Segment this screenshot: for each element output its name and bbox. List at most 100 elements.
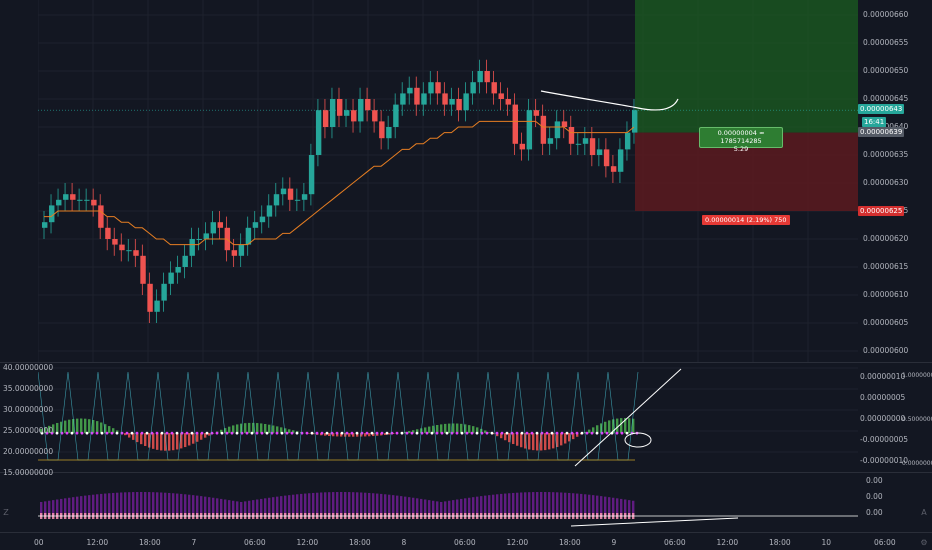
osc-dot <box>155 431 159 435</box>
candle-body <box>133 250 139 256</box>
candle-body <box>98 205 104 228</box>
target-label-box[interactable]: 0.00000004 ≈ 1785714285 5.29 <box>699 127 783 153</box>
osc-bar <box>552 433 555 449</box>
time-tick-label: 7 <box>191 538 197 547</box>
time-tick-label: 06:00 <box>244 538 266 547</box>
momentum-bar <box>40 502 43 516</box>
osc-bar <box>180 433 183 449</box>
osc-bar <box>432 425 435 434</box>
momentum-bar <box>492 494 495 516</box>
candle-body <box>301 194 308 200</box>
price-tick-label: 0.00000610 <box>863 290 909 299</box>
osc-bar <box>572 433 575 440</box>
auto-scale-icon[interactable]: A <box>921 508 927 517</box>
momentum-bar <box>116 492 119 516</box>
osc-bar <box>248 422 251 434</box>
momentum-bar <box>564 492 567 516</box>
momentum-bar <box>152 492 155 516</box>
osc-dot <box>395 431 399 435</box>
osc-bar <box>616 418 619 434</box>
price-chart-pane[interactable] <box>38 0 858 362</box>
osc-dot <box>315 431 319 435</box>
oscillator-svg[interactable] <box>38 364 858 472</box>
osc-dot <box>430 431 434 435</box>
osc-bar <box>536 433 539 451</box>
price-tick-label: 0.00000645 <box>863 94 909 103</box>
osc-bar <box>252 422 255 434</box>
momentum-bar <box>104 493 107 516</box>
price-chart-svg[interactable] <box>38 0 858 362</box>
momentum-bar <box>176 493 179 516</box>
osc-dot <box>125 431 129 435</box>
candle-body <box>365 99 371 111</box>
pane-separator-2[interactable] <box>0 472 932 473</box>
momentum-bar <box>44 501 47 516</box>
time-tick-label: 10 <box>821 538 832 547</box>
osc-left-tick: 35.00000000 <box>3 384 54 393</box>
osc-dot <box>200 431 204 435</box>
osc-dot <box>165 431 169 435</box>
osc-bar <box>152 433 155 449</box>
candle-body <box>329 99 336 127</box>
time-tick-label: 8 <box>401 538 407 547</box>
price-tick-label: 0.00000620 <box>863 234 909 243</box>
momentum-bar <box>432 500 435 516</box>
momentum-bar <box>468 497 471 516</box>
osc-bar <box>348 433 351 437</box>
osc-bar <box>612 419 615 434</box>
momentum-bar <box>204 496 207 516</box>
osc-dot <box>305 431 309 435</box>
momentum-bar <box>276 496 279 516</box>
momentum-bar <box>200 496 203 516</box>
osc-bar <box>548 433 551 450</box>
momentum-bar <box>144 492 147 516</box>
osc-bar <box>192 433 195 444</box>
momentum-bar <box>392 495 395 516</box>
momentum-bar <box>608 497 611 516</box>
momentum-bar <box>444 501 447 516</box>
osc-dot <box>565 431 569 435</box>
candle-body <box>42 222 48 228</box>
momentum-bar <box>76 496 79 516</box>
momentum-bar <box>548 492 551 516</box>
osc-bar <box>596 425 599 434</box>
candle-body <box>379 121 385 139</box>
momentum-bar <box>72 497 75 516</box>
momentum-bar <box>160 492 163 516</box>
momentum-bar <box>52 500 55 516</box>
time-tick-label: 00 <box>34 538 44 547</box>
osc-dot <box>465 431 469 435</box>
osc-bar <box>540 433 543 451</box>
osc-bar <box>68 419 71 434</box>
price-tick-label: 0.00000600 <box>863 346 909 355</box>
osc-dot <box>195 431 199 435</box>
momentum-bar <box>472 497 475 516</box>
momentum-bar <box>308 493 311 516</box>
momentum-bar <box>184 494 187 516</box>
momentum-pane[interactable] <box>38 474 858 530</box>
stop-label-box[interactable]: 0.00000014 (2.19%) 750 <box>702 215 790 225</box>
momentum-bar <box>328 492 331 516</box>
momentum-bar <box>340 492 343 516</box>
oscillator-pane[interactable] <box>38 364 858 472</box>
target-zone <box>635 0 858 133</box>
momentum-tick: 0.00 <box>866 492 883 501</box>
settings-icon[interactable]: ⚙ <box>920 538 928 547</box>
candle-body <box>386 127 392 139</box>
momentum-bar <box>60 498 63 516</box>
momentum-bar <box>252 500 255 516</box>
momentum-bar <box>396 495 399 516</box>
momentum-bar <box>616 498 619 516</box>
osc-dot <box>85 431 89 435</box>
momentum-bar <box>500 493 503 516</box>
momentum-bar <box>372 493 375 516</box>
osc-dot <box>105 431 109 435</box>
pane-separator-1[interactable] <box>0 362 932 363</box>
candle-body <box>203 233 209 239</box>
osc-dot <box>355 431 359 435</box>
momentum-bar <box>624 499 627 516</box>
zoom-icon[interactable]: Z <box>3 508 9 517</box>
osc-left-tick: 30.00000000 <box>3 405 54 414</box>
momentum-svg[interactable] <box>38 474 858 530</box>
osc-dot <box>135 431 139 435</box>
